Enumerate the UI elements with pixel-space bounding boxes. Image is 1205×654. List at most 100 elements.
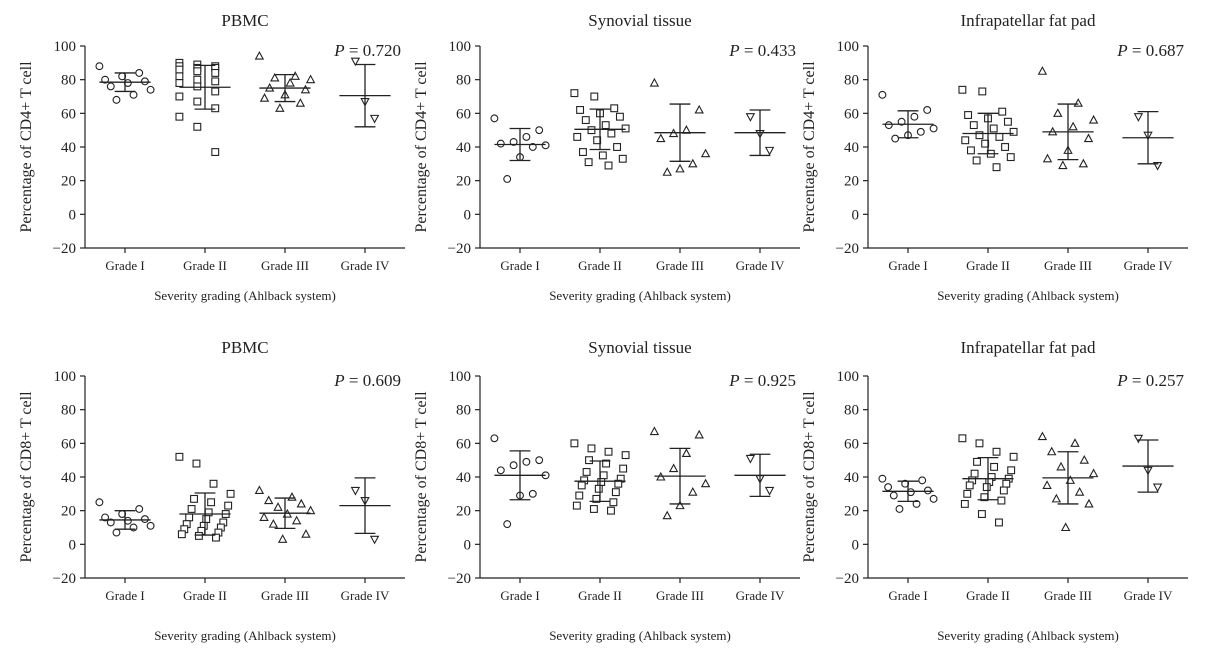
y-tick-label: 40 xyxy=(456,140,471,156)
series-group xyxy=(254,485,316,543)
data-point-square xyxy=(177,530,186,539)
data-point-triangle-down xyxy=(1152,483,1163,493)
data-point-triangle-down xyxy=(369,114,380,124)
data-point-triangle-down xyxy=(764,146,775,156)
p-value-label: P xyxy=(728,371,739,390)
data-point-triangle-up xyxy=(1073,98,1083,107)
data-point-square xyxy=(589,505,598,513)
data-point-triangle-up xyxy=(277,534,288,543)
data-point-square xyxy=(587,126,596,135)
data-point-triangle-up xyxy=(688,158,698,168)
series-group xyxy=(958,434,1018,527)
data-point-triangle-up xyxy=(270,72,280,82)
data-point-square xyxy=(207,498,216,507)
x-tick-label: Grade III xyxy=(1044,588,1092,603)
data-point-square xyxy=(209,479,218,488)
data-point-square xyxy=(963,489,972,498)
series-group xyxy=(649,426,711,520)
data-point-triangle-up xyxy=(290,71,300,80)
chart-title: Infrapatellar fat pad xyxy=(961,338,1096,357)
data-point-square xyxy=(618,154,627,163)
data-point-triangle-up xyxy=(675,500,685,510)
x-tick-label: Grade I xyxy=(105,588,144,603)
data-point-square xyxy=(570,439,579,448)
x-axis-label: Severity grading (Ahlback system) xyxy=(549,288,731,303)
data-point-square xyxy=(202,515,211,524)
data-point-square xyxy=(969,121,978,130)
data-point-circle xyxy=(106,82,115,91)
y-tick-label: 40 xyxy=(61,470,76,486)
data-point-circle xyxy=(897,117,906,126)
data-point-square xyxy=(578,148,587,156)
p-value-label: P xyxy=(1116,371,1127,390)
data-point-circle xyxy=(101,75,110,84)
data-point-triangle-up xyxy=(656,133,666,143)
y-tick-label: 100 xyxy=(837,369,860,385)
data-point-circle xyxy=(129,90,138,99)
x-tick-label: Grade IV xyxy=(1124,258,1173,273)
y-tick-label: −20 xyxy=(836,571,859,587)
data-point-circle xyxy=(106,518,115,527)
data-point-triangle-up xyxy=(254,50,265,60)
data-point-circle xyxy=(503,175,512,183)
data-point-circle xyxy=(522,457,531,466)
y-tick-label: 20 xyxy=(844,174,859,190)
data-point-triangle-down xyxy=(350,486,361,496)
data-point-triangle-up xyxy=(273,502,283,511)
data-point-square xyxy=(175,79,184,87)
data-point-circle xyxy=(918,476,927,485)
p-value-number: = 0.720 xyxy=(345,41,401,60)
y-tick-label: 40 xyxy=(844,140,859,156)
series-group xyxy=(649,77,711,176)
data-point-circle xyxy=(146,85,155,94)
y-tick-label: 100 xyxy=(54,369,77,385)
data-point-circle xyxy=(509,138,518,146)
data-point-square xyxy=(602,459,611,468)
chart-title: PBMC xyxy=(221,338,268,357)
data-point-square xyxy=(211,104,220,113)
data-point-triangle-up xyxy=(694,429,704,439)
y-tick-label: −20 xyxy=(448,241,471,257)
x-tick-label: Grade I xyxy=(105,258,144,273)
data-point-circle xyxy=(878,474,887,483)
data-point-square xyxy=(192,459,201,468)
data-point-square xyxy=(175,72,184,81)
data-point-circle xyxy=(496,466,505,475)
data-point-circle xyxy=(490,114,499,123)
data-point-square xyxy=(977,510,986,518)
data-point-triangle-down xyxy=(1133,434,1144,444)
series-group xyxy=(490,434,550,529)
y-tick-label: 80 xyxy=(61,403,76,419)
data-point-square xyxy=(572,501,581,510)
data-point-square xyxy=(613,143,622,151)
data-point-square xyxy=(577,481,586,490)
data-point-square xyxy=(211,87,220,96)
data-point-triangle-up xyxy=(1074,486,1085,496)
chart-panel: Infrapatellar fat pad P = 0.257 −20 0 20 40 60… xyxy=(801,338,1188,643)
data-point-triangle-up xyxy=(259,93,270,102)
x-tick-label: Grade II xyxy=(578,588,622,603)
y-tick-label: 0 xyxy=(69,537,77,553)
data-point-triangle-down xyxy=(745,113,756,122)
data-point-circle xyxy=(929,494,938,503)
p-value-number: = 0.687 xyxy=(1128,41,1185,60)
chart-panel: PBMC P = 0.720 −20 0 20 40 60 80 100 Percentage o… xyxy=(18,11,405,303)
data-point-triangle-up xyxy=(287,492,297,501)
data-point-circle xyxy=(496,139,505,148)
data-point-square xyxy=(597,478,606,486)
y-tick-label: 80 xyxy=(456,403,471,419)
data-point-circle xyxy=(95,498,104,507)
series-group xyxy=(570,89,630,170)
data-point-square xyxy=(990,462,999,471)
data-point-circle xyxy=(916,127,925,136)
data-point-circle xyxy=(140,515,149,524)
data-point-triangle-up xyxy=(1060,522,1071,532)
y-tick-label: 100 xyxy=(449,369,472,385)
y-tick-label: 100 xyxy=(449,39,472,55)
y-tick-label: 60 xyxy=(456,436,471,452)
p-value-number: = 0.433 xyxy=(740,41,796,60)
data-point-square xyxy=(611,488,620,497)
x-tick-label: Grade IV xyxy=(341,258,390,273)
y-tick-label: 20 xyxy=(61,504,76,520)
